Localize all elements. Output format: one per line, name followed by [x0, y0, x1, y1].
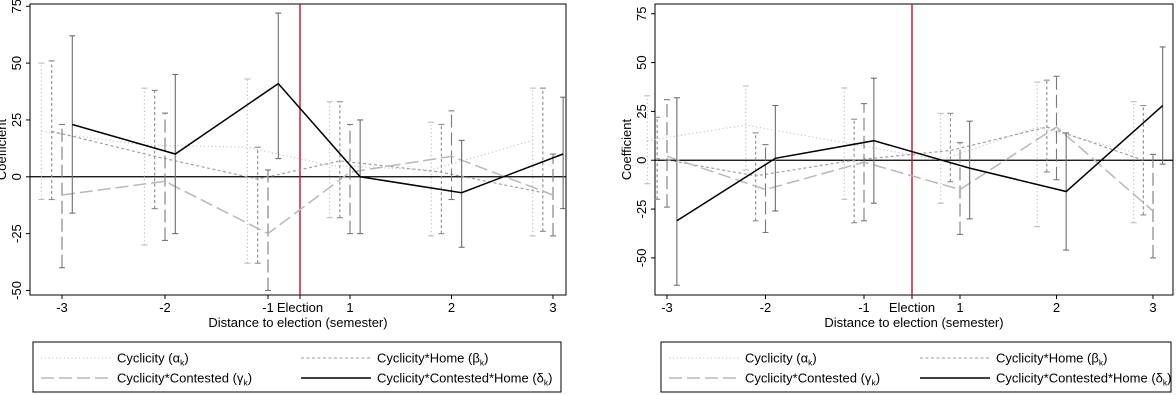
series-short-dash: [48, 60, 546, 264]
legend: Cyclicity (αk) Cyclicity*Home (βk) Cyclici…: [32, 341, 562, 393]
plot-area: [29, 3, 567, 296]
x-axis-title: Distance to election (semester): [824, 315, 1003, 330]
y-tick-label: 50: [9, 56, 24, 70]
y-tick-label: 0: [9, 173, 24, 180]
legend-label: Cyclicity*Home (βk): [996, 351, 1107, 368]
x-axis-title: Distance to election (semester): [208, 315, 387, 330]
y-tick-label: 75: [634, 7, 649, 21]
series-line: [72, 82, 564, 194]
x-tick-label: -3: [661, 300, 673, 315]
series-short-dash: [654, 79, 1147, 224]
y-tick-label: -50: [9, 281, 24, 300]
series-dotted: [644, 81, 1137, 228]
legend: Cyclicity (αk) Cyclicity*Home (βk) Cyclici…: [660, 341, 1172, 393]
legend-box: [32, 341, 562, 393]
series-long-dash: [664, 75, 1156, 259]
x-tick-label: -1: [858, 300, 870, 315]
y-tick-label: 0: [634, 157, 649, 164]
x-tick-label: -1: [262, 300, 274, 315]
x-tick-label: 2: [448, 300, 455, 315]
series-line: [676, 105, 1164, 222]
series-dotted: [38, 62, 536, 264]
x-tick-label: -2: [760, 300, 772, 315]
legend-label: Cyclicity*Contested (γk): [117, 371, 252, 388]
legend-label: Cyclicity*Home (βk): [377, 351, 488, 368]
legend-label: Cyclicity*Contested (γk): [745, 371, 880, 388]
legend-label: Cyclicity*Contested*Home (δk): [996, 371, 1172, 388]
y-tick-label: -25: [9, 224, 24, 243]
x-tick-label: -2: [159, 300, 171, 315]
legend-label: Cyclicity (αk): [117, 351, 189, 368]
series-line: [657, 126, 1144, 177]
legend-label: Cyclicity (αk): [745, 351, 817, 368]
y-tick-label: 50: [634, 55, 649, 69]
x-tick-label: 3: [549, 300, 556, 315]
y-axis-title: Coefficient: [619, 119, 634, 181]
series-line: [41, 130, 533, 171]
election-label: Election: [889, 300, 935, 315]
plot-area: [654, 3, 1174, 296]
y-tick-label: -25: [634, 200, 649, 219]
x-tick-label: -3: [56, 300, 68, 315]
x-tick-label: 1: [346, 300, 353, 315]
series-solid: [69, 12, 567, 248]
x-tick-label: 1: [956, 300, 963, 315]
election-label: Election: [277, 300, 323, 315]
series-line: [61, 155, 554, 235]
legend-box: [660, 341, 1172, 393]
series-line: [51, 130, 544, 194]
x-tick-label: 3: [1149, 300, 1156, 315]
y-axis-title: Coefficient: [0, 119, 9, 181]
legend-label: Cyclicity*Contested*Home (δk): [377, 371, 553, 388]
y-tick-label: -50: [634, 248, 649, 267]
series-line: [666, 126, 1154, 212]
series-solid: [673, 46, 1166, 286]
x-tick-label: 2: [1053, 300, 1060, 315]
y-tick-label: 25: [634, 104, 649, 118]
y-tick-label: 25: [9, 113, 24, 127]
y-tick-label: 75: [9, 0, 24, 14]
series-long-dash: [59, 110, 556, 292]
